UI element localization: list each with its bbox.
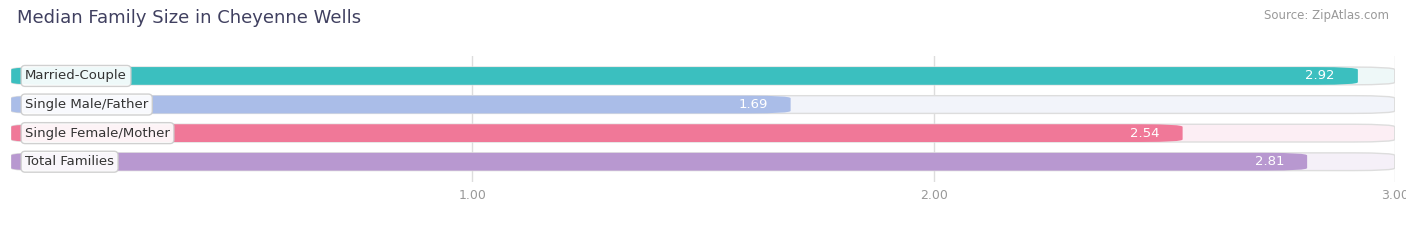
- FancyBboxPatch shape: [11, 153, 1395, 171]
- FancyBboxPatch shape: [11, 96, 790, 113]
- FancyBboxPatch shape: [11, 96, 1395, 113]
- Text: 2.92: 2.92: [1305, 69, 1334, 82]
- Text: 1.69: 1.69: [738, 98, 768, 111]
- Text: Median Family Size in Cheyenne Wells: Median Family Size in Cheyenne Wells: [17, 9, 361, 27]
- Text: Source: ZipAtlas.com: Source: ZipAtlas.com: [1264, 9, 1389, 22]
- Text: Single Female/Mother: Single Female/Mother: [25, 127, 170, 140]
- FancyBboxPatch shape: [11, 67, 1395, 85]
- Text: Single Male/Father: Single Male/Father: [25, 98, 149, 111]
- FancyBboxPatch shape: [11, 124, 1182, 142]
- Text: Married-Couple: Married-Couple: [25, 69, 127, 82]
- FancyBboxPatch shape: [11, 124, 1395, 142]
- Text: 2.81: 2.81: [1254, 155, 1284, 168]
- Text: 2.54: 2.54: [1130, 127, 1160, 140]
- FancyBboxPatch shape: [11, 67, 1358, 85]
- FancyBboxPatch shape: [11, 153, 1308, 171]
- Text: Total Families: Total Families: [25, 155, 114, 168]
